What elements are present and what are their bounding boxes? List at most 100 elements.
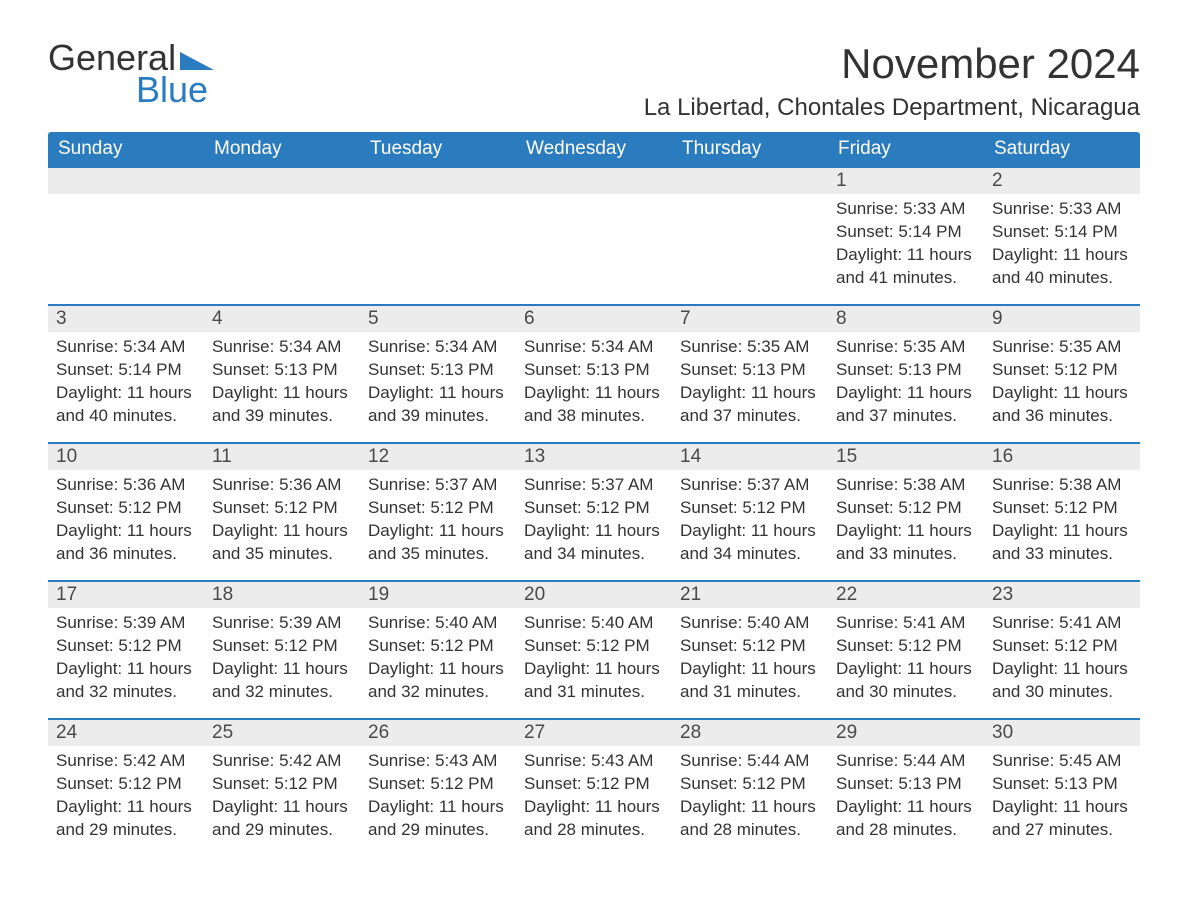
weekday-header-row: Sunday Monday Tuesday Wednesday Thursday… [48, 132, 1140, 167]
day-number: 8 [828, 306, 984, 332]
weekday-header: Monday [204, 132, 360, 167]
daylight-line: Daylight: 11 hours and 37 minutes. [836, 382, 976, 428]
day-data: Sunrise: 5:44 AMSunset: 5:13 PMDaylight:… [828, 746, 984, 852]
day-data: Sunrise: 5:33 AMSunset: 5:14 PMDaylight:… [984, 194, 1140, 300]
day-number: 28 [672, 720, 828, 746]
daylight-line: Daylight: 11 hours and 37 minutes. [680, 382, 820, 428]
sunset-line: Sunset: 5:13 PM [212, 359, 352, 382]
sunset-line: Sunset: 5:13 PM [992, 773, 1132, 796]
calendar-day-cell [516, 167, 672, 305]
sunrise-line: Sunrise: 5:33 AM [992, 198, 1132, 221]
day-number: 11 [204, 444, 360, 470]
day-number [360, 168, 516, 194]
daylight-line: Daylight: 11 hours and 28 minutes. [680, 796, 820, 842]
sunset-line: Sunset: 5:12 PM [212, 497, 352, 520]
calendar-day-cell: 16Sunrise: 5:38 AMSunset: 5:12 PMDayligh… [984, 443, 1140, 581]
weekday-header: Tuesday [360, 132, 516, 167]
calendar-day-cell: 24Sunrise: 5:42 AMSunset: 5:12 PMDayligh… [48, 719, 204, 856]
sunset-line: Sunset: 5:12 PM [680, 773, 820, 796]
sunrise-line: Sunrise: 5:35 AM [992, 336, 1132, 359]
sunset-line: Sunset: 5:12 PM [524, 497, 664, 520]
sunset-line: Sunset: 5:13 PM [524, 359, 664, 382]
sunrise-line: Sunrise: 5:38 AM [992, 474, 1132, 497]
daylight-line: Daylight: 11 hours and 34 minutes. [524, 520, 664, 566]
daylight-line: Daylight: 11 hours and 27 minutes. [992, 796, 1132, 842]
day-number: 4 [204, 306, 360, 332]
calendar-day-cell: 26Sunrise: 5:43 AMSunset: 5:12 PMDayligh… [360, 719, 516, 856]
calendar-day-cell: 23Sunrise: 5:41 AMSunset: 5:12 PMDayligh… [984, 581, 1140, 719]
day-data [672, 194, 828, 208]
daylight-line: Daylight: 11 hours and 29 minutes. [368, 796, 508, 842]
day-number: 2 [984, 168, 1140, 194]
calendar-day-cell: 13Sunrise: 5:37 AMSunset: 5:12 PMDayligh… [516, 443, 672, 581]
calendar-week-row: 24Sunrise: 5:42 AMSunset: 5:12 PMDayligh… [48, 719, 1140, 856]
sunset-line: Sunset: 5:12 PM [368, 773, 508, 796]
day-data: Sunrise: 5:38 AMSunset: 5:12 PMDaylight:… [828, 470, 984, 576]
sunrise-line: Sunrise: 5:35 AM [836, 336, 976, 359]
calendar-week-row: 3Sunrise: 5:34 AMSunset: 5:14 PMDaylight… [48, 305, 1140, 443]
day-data: Sunrise: 5:37 AMSunset: 5:12 PMDaylight:… [516, 470, 672, 576]
day-data: Sunrise: 5:43 AMSunset: 5:12 PMDaylight:… [516, 746, 672, 852]
sunset-line: Sunset: 5:12 PM [524, 773, 664, 796]
day-number: 26 [360, 720, 516, 746]
daylight-line: Daylight: 11 hours and 35 minutes. [212, 520, 352, 566]
location-subtitle: La Libertad, Chontales Department, Nicar… [644, 94, 1140, 122]
day-data: Sunrise: 5:34 AMSunset: 5:13 PMDaylight:… [204, 332, 360, 438]
calendar-day-cell: 20Sunrise: 5:40 AMSunset: 5:12 PMDayligh… [516, 581, 672, 719]
calendar-day-cell: 2Sunrise: 5:33 AMSunset: 5:14 PMDaylight… [984, 167, 1140, 305]
sunrise-line: Sunrise: 5:33 AM [836, 198, 976, 221]
day-number: 19 [360, 582, 516, 608]
calendar-day-cell: 5Sunrise: 5:34 AMSunset: 5:13 PMDaylight… [360, 305, 516, 443]
day-number: 13 [516, 444, 672, 470]
day-data: Sunrise: 5:34 AMSunset: 5:13 PMDaylight:… [516, 332, 672, 438]
sunset-line: Sunset: 5:12 PM [368, 497, 508, 520]
day-data [360, 194, 516, 208]
day-number: 23 [984, 582, 1140, 608]
sunrise-line: Sunrise: 5:42 AM [56, 750, 196, 773]
daylight-line: Daylight: 11 hours and 28 minutes. [524, 796, 664, 842]
day-data: Sunrise: 5:36 AMSunset: 5:12 PMDaylight:… [204, 470, 360, 576]
sunset-line: Sunset: 5:12 PM [56, 497, 196, 520]
day-data: Sunrise: 5:45 AMSunset: 5:13 PMDaylight:… [984, 746, 1140, 852]
daylight-line: Daylight: 11 hours and 30 minutes. [836, 658, 976, 704]
daylight-line: Daylight: 11 hours and 33 minutes. [836, 520, 976, 566]
day-number: 20 [516, 582, 672, 608]
sunrise-line: Sunrise: 5:40 AM [680, 612, 820, 635]
calendar-day-cell: 1Sunrise: 5:33 AMSunset: 5:14 PMDaylight… [828, 167, 984, 305]
weekday-header: Saturday [984, 132, 1140, 167]
day-number [516, 168, 672, 194]
sunrise-line: Sunrise: 5:36 AM [56, 474, 196, 497]
sunrise-line: Sunrise: 5:42 AM [212, 750, 352, 773]
sunset-line: Sunset: 5:12 PM [212, 635, 352, 658]
day-data: Sunrise: 5:40 AMSunset: 5:12 PMDaylight:… [672, 608, 828, 714]
sunrise-line: Sunrise: 5:44 AM [836, 750, 976, 773]
sunset-line: Sunset: 5:12 PM [524, 635, 664, 658]
daylight-line: Daylight: 11 hours and 29 minutes. [212, 796, 352, 842]
sunrise-line: Sunrise: 5:38 AM [836, 474, 976, 497]
month-title: November 2024 [644, 40, 1140, 88]
day-data [516, 194, 672, 208]
daylight-line: Daylight: 11 hours and 33 minutes. [992, 520, 1132, 566]
daylight-line: Daylight: 11 hours and 36 minutes. [56, 520, 196, 566]
calendar-day-cell: 21Sunrise: 5:40 AMSunset: 5:12 PMDayligh… [672, 581, 828, 719]
day-data: Sunrise: 5:44 AMSunset: 5:12 PMDaylight:… [672, 746, 828, 852]
sunset-line: Sunset: 5:13 PM [368, 359, 508, 382]
day-number: 7 [672, 306, 828, 332]
day-data: Sunrise: 5:39 AMSunset: 5:12 PMDaylight:… [48, 608, 204, 714]
calendar-day-cell: 9Sunrise: 5:35 AMSunset: 5:12 PMDaylight… [984, 305, 1140, 443]
daylight-line: Daylight: 11 hours and 30 minutes. [992, 658, 1132, 704]
calendar-day-cell: 28Sunrise: 5:44 AMSunset: 5:12 PMDayligh… [672, 719, 828, 856]
calendar-day-cell: 29Sunrise: 5:44 AMSunset: 5:13 PMDayligh… [828, 719, 984, 856]
sunrise-line: Sunrise: 5:34 AM [368, 336, 508, 359]
day-data: Sunrise: 5:40 AMSunset: 5:12 PMDaylight:… [360, 608, 516, 714]
sunrise-line: Sunrise: 5:41 AM [992, 612, 1132, 635]
day-number: 18 [204, 582, 360, 608]
sunrise-line: Sunrise: 5:34 AM [212, 336, 352, 359]
day-number: 3 [48, 306, 204, 332]
day-data [204, 194, 360, 208]
calendar-day-cell: 11Sunrise: 5:36 AMSunset: 5:12 PMDayligh… [204, 443, 360, 581]
sunset-line: Sunset: 5:12 PM [212, 773, 352, 796]
sunset-line: Sunset: 5:12 PM [992, 359, 1132, 382]
calendar-day-cell: 8Sunrise: 5:35 AMSunset: 5:13 PMDaylight… [828, 305, 984, 443]
day-number: 27 [516, 720, 672, 746]
